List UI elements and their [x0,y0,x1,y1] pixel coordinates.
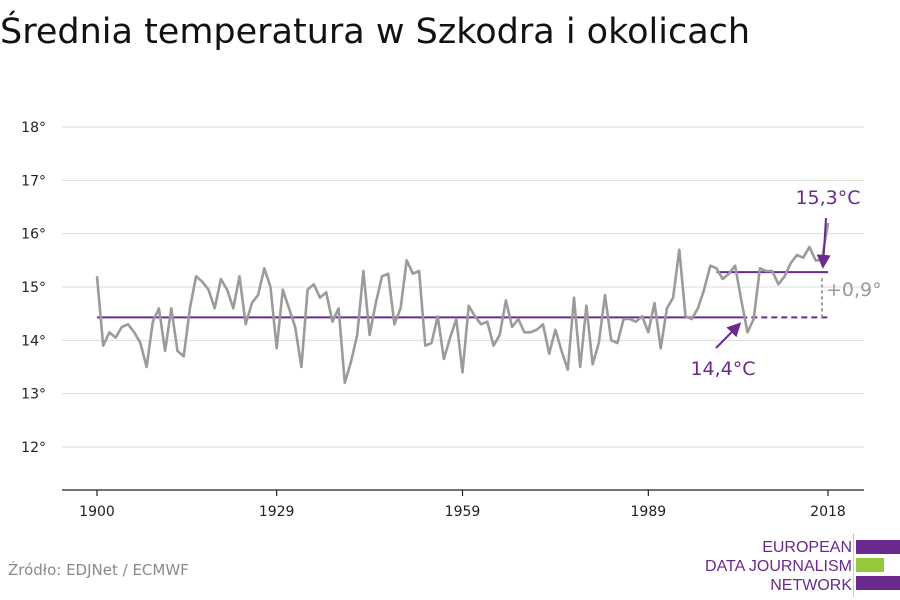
x-tick-label: 1900 [79,504,115,520]
logo-bar-bottom [856,576,900,590]
x-tick-label: 2018 [810,504,846,520]
recent-average-arrow [816,217,831,269]
temperature-series-line [95,222,830,385]
edjnet-logo: EUROPEAN DATA JOURNALISM NETWORK [690,533,900,597]
y-tick-label: 16° [21,227,46,243]
logo-line-1: EUROPEAN [762,539,852,556]
logo-bar-top [856,540,900,554]
y-tick-label: 14° [21,333,46,349]
recent-average-label: 15,3°C [795,187,860,209]
logo-bar-middle [856,558,884,572]
y-tick-label: 15° [21,280,46,296]
x-tick-label: 1959 [445,504,481,520]
x-tick-label: 1989 [631,504,667,520]
logo-divider [853,533,854,597]
x-tick-label: 1929 [259,504,295,520]
difference-label: +0,9° [826,279,882,301]
y-tick-label: 13° [21,387,46,403]
logo-line-3: NETWORK [770,577,852,594]
long-term-average-label: 14,4°C [690,358,755,380]
chart-title: Średnia temperatura w Szkodra i okolicac… [0,12,751,52]
y-tick-label: 17° [21,173,46,189]
long-term-average-arrow [715,322,742,349]
source-note: Źródło: EDJNet / ECMWF [8,561,189,579]
y-tick-label: 12° [21,440,46,456]
logo-line-2: DATA JOURNALISM [705,558,852,575]
y-tick-label: 18° [21,120,46,136]
